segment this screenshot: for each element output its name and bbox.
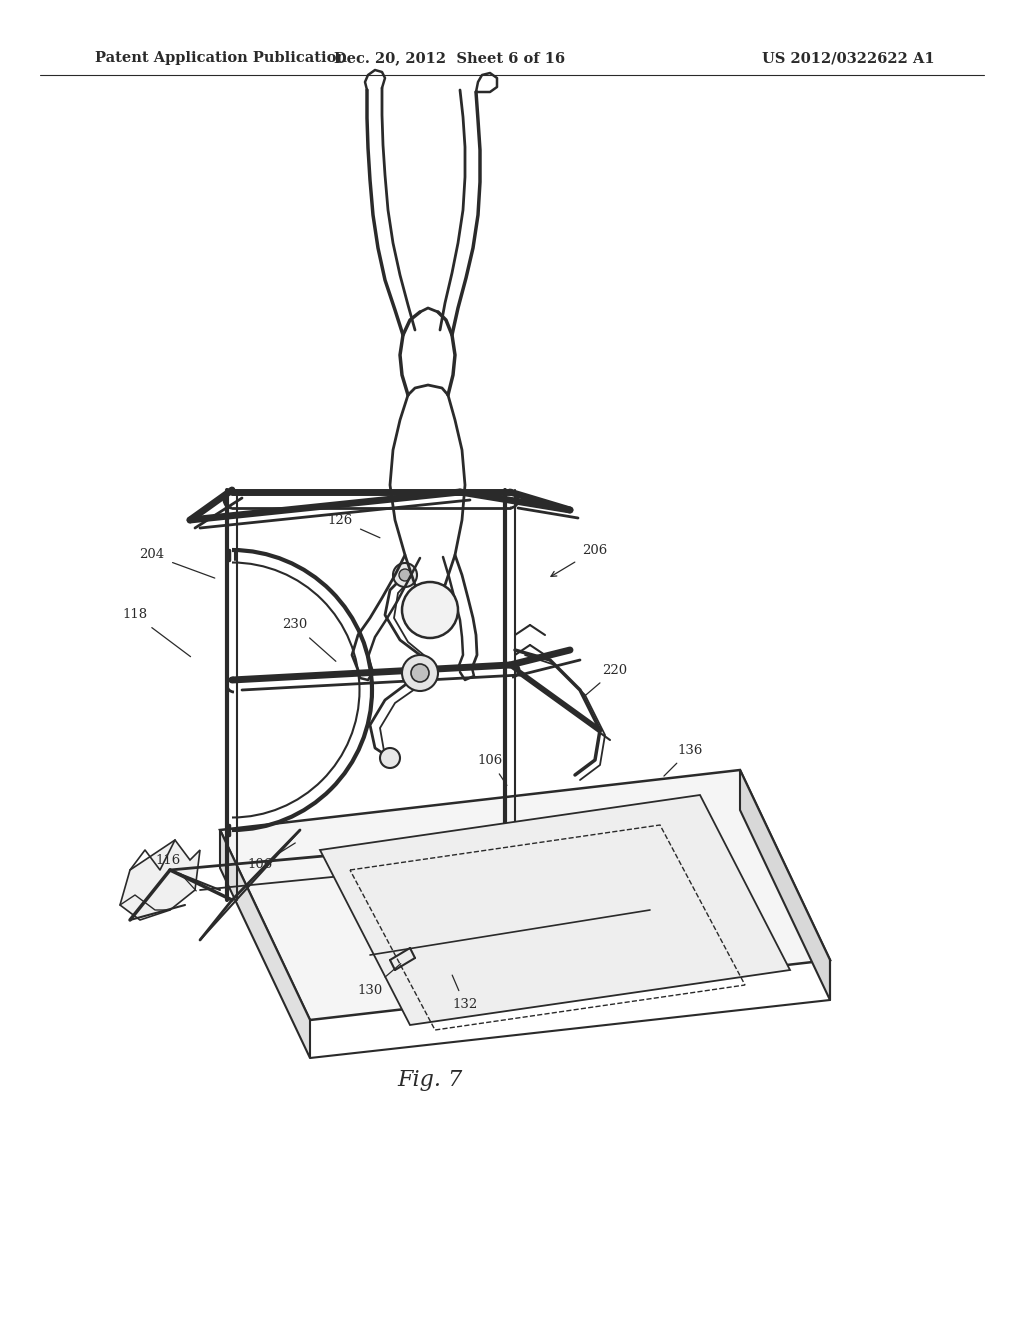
Circle shape (402, 655, 438, 690)
Polygon shape (319, 795, 790, 1026)
Text: 116: 116 (156, 854, 197, 891)
Polygon shape (220, 770, 830, 1020)
Text: 132: 132 (453, 975, 477, 1011)
Circle shape (380, 748, 400, 768)
Text: 230: 230 (283, 619, 336, 661)
Circle shape (411, 664, 429, 682)
Text: US 2012/0322622 A1: US 2012/0322622 A1 (763, 51, 935, 65)
Text: 126: 126 (328, 513, 380, 537)
Polygon shape (120, 840, 200, 920)
Text: 106: 106 (477, 754, 507, 785)
Circle shape (402, 582, 458, 638)
Circle shape (393, 564, 417, 587)
Text: 204: 204 (139, 549, 215, 578)
Text: Patent Application Publication: Patent Application Publication (95, 51, 347, 65)
Text: 220: 220 (585, 664, 628, 697)
Text: 118: 118 (123, 609, 190, 656)
Text: 206: 206 (551, 544, 607, 577)
Text: 136: 136 (664, 743, 702, 776)
Circle shape (399, 569, 411, 581)
Polygon shape (740, 770, 830, 1001)
Text: 130: 130 (357, 964, 400, 997)
Text: 106: 106 (248, 843, 295, 871)
Text: Fig. 7: Fig. 7 (397, 1069, 463, 1092)
Text: Dec. 20, 2012  Sheet 6 of 16: Dec. 20, 2012 Sheet 6 of 16 (335, 51, 565, 65)
Polygon shape (220, 830, 310, 1059)
